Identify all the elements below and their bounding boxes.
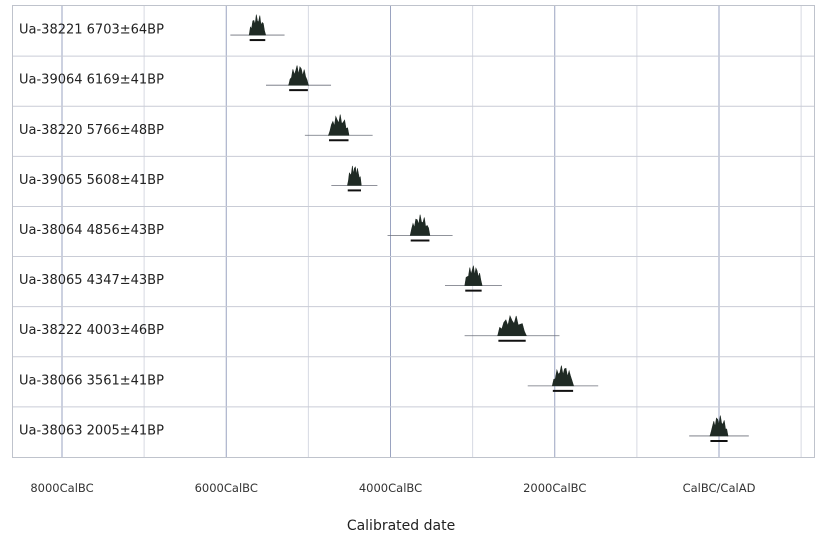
- x-tick-label: 8000CalBC: [30, 481, 93, 495]
- sample-label: Ua-38066 3561±41BP: [19, 373, 164, 388]
- sample-label: Ua-39065 5608±41BP: [19, 173, 164, 188]
- x-axis-label: Calibrated date: [347, 518, 455, 534]
- x-tick-label: 2000CalBC: [523, 481, 586, 495]
- x-tick-label: 4000CalBC: [359, 481, 422, 495]
- probability-distribution: [328, 114, 350, 137]
- sample-label: Ua-39064 6169±41BP: [19, 73, 164, 88]
- x-tick-layer: 8000CalBC 6000CalBC 4000CalBC 2000CalBC CalB…: [30, 481, 755, 495]
- probability-distribution: [248, 14, 266, 36]
- sample-label: Ua-38065 4347±43BP: [19, 273, 164, 288]
- probability-distribution: [551, 365, 575, 387]
- sample-label: Ua-38064 4856±43BP: [19, 223, 164, 238]
- probability-distribution: [464, 265, 483, 286]
- sample-label: Ua-38220 5766±48BP: [19, 123, 164, 138]
- probability-distribution: [287, 65, 309, 87]
- x-tick-label: 6000CalBC: [195, 481, 258, 495]
- sample-label: Ua-38222 4003±46BP: [19, 323, 164, 338]
- probability-distribution: [347, 165, 362, 186]
- x-tick-label: CalBC/CalAD: [683, 481, 756, 495]
- probability-distribution: [409, 214, 431, 236]
- sample-label: Ua-38063 2005±41BP: [19, 423, 164, 438]
- label-layer: Ua-38221 6703±64BP Ua-39064 6169±41BP Ua-3…: [19, 23, 164, 439]
- probability-distribution: [497, 315, 527, 337]
- marks-layer: [230, 14, 749, 442]
- probability-distribution: [709, 415, 729, 437]
- sample-label: Ua-38221 6703±64BP: [19, 23, 164, 38]
